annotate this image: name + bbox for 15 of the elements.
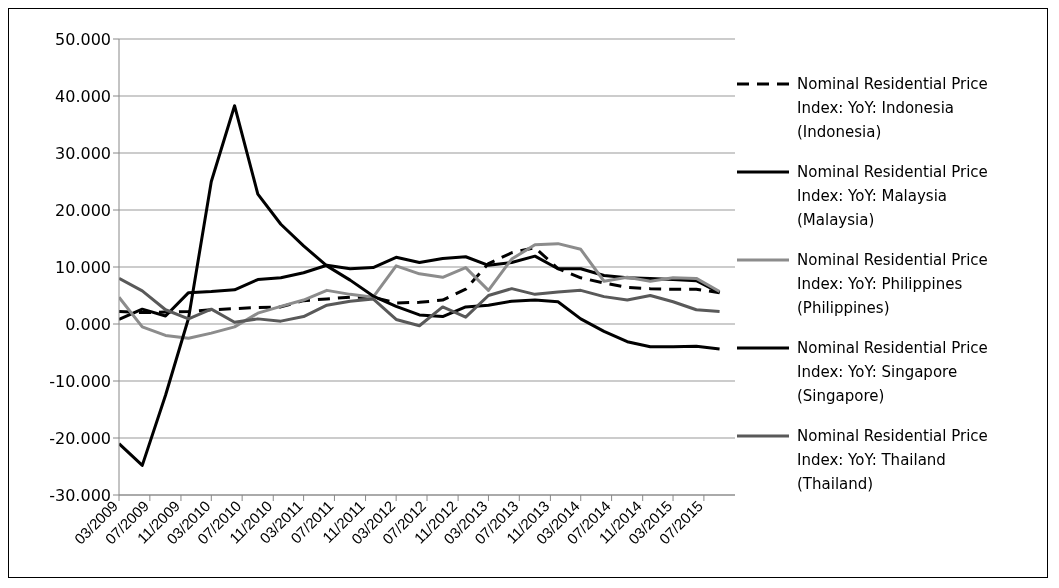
y-tick-label: 0.000 bbox=[65, 314, 111, 334]
y-tick-label: -20.000 bbox=[49, 428, 111, 448]
line-series bbox=[119, 104, 722, 467]
y-tick-label: 40.000 bbox=[55, 86, 111, 106]
line-series bbox=[119, 276, 722, 328]
y-tick-label: 10.000 bbox=[55, 257, 111, 277]
y-tick-label: 50.000 bbox=[55, 29, 111, 49]
legend-label: Nominal Residential Price Index: YoY: Thailand (Thailand) bbox=[797, 426, 989, 495]
legend-label: Nominal Residential Price Index: YoY: Indonesia (Indonesia) bbox=[797, 74, 989, 143]
y-tick-label: -10.000 bbox=[49, 371, 111, 391]
legend-label: Nominal Residential Price Index: YoY: Singapore (Singapore) bbox=[797, 338, 989, 407]
y-tick-label: 20.000 bbox=[55, 200, 111, 220]
y-tick-label: 30.000 bbox=[55, 143, 111, 163]
legend-label: Nominal Residential Price Index: YoY: Malaysia (Malaysia) bbox=[797, 162, 989, 231]
legend-label: Nominal Residential Price Index: YoY: Philippines (Philippines) bbox=[797, 250, 989, 319]
